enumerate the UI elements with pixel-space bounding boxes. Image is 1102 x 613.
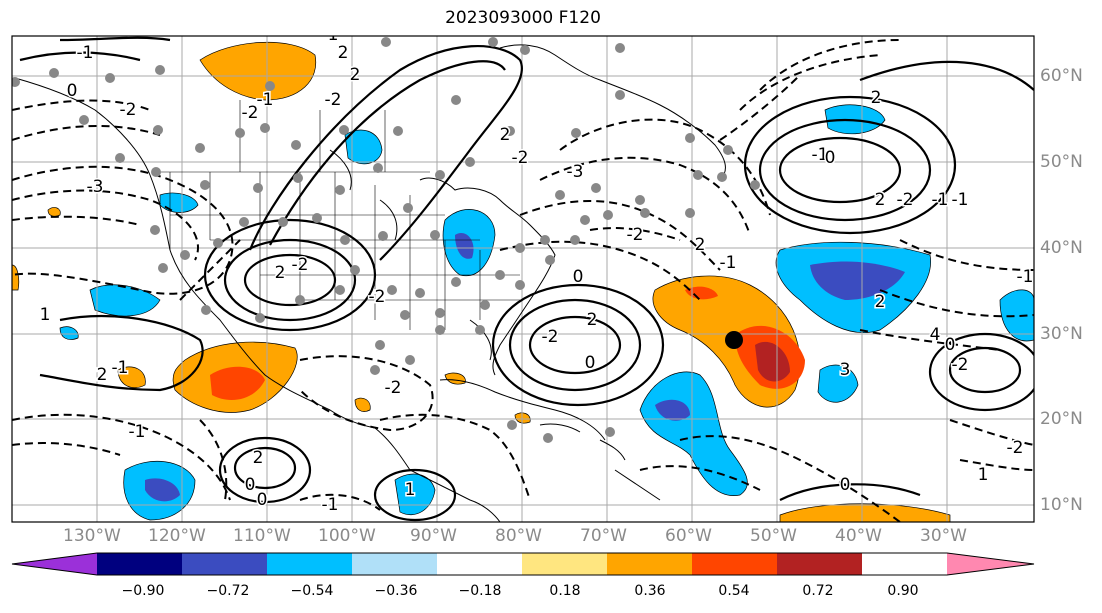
contour-label: 0 (585, 353, 596, 373)
colorbar-cell (352, 553, 437, 575)
colorbar-cell (437, 553, 522, 575)
colorbar-tick-label: 0.90 (887, 583, 919, 599)
contour-label: -2 (120, 100, 137, 120)
lon-label-50w: 50°W (750, 526, 797, 546)
colorbar-tick-label: −0.72 (206, 583, 250, 599)
contour-label: 2 (97, 365, 108, 385)
contour-label: 1 (40, 305, 51, 325)
contour-label: -1 (720, 253, 737, 273)
contour-label: -1 (129, 422, 146, 442)
chart-title: 2023093000 F120 (445, 8, 601, 28)
contours-positive (19, 36, 1034, 522)
colorbar-tick-label: 0.18 (549, 583, 581, 599)
lon-label-60w: 60°W (665, 526, 712, 546)
contour-label: -1 (1017, 267, 1034, 287)
lat-label-60n: 60°N (1040, 66, 1083, 86)
colorbar-tick-label: 0.72 (802, 583, 834, 599)
lat-label-40n: 40°N (1040, 238, 1083, 258)
contour-label: -2 (952, 355, 969, 375)
contour-label: -2 (897, 190, 914, 210)
map-frame (11, 35, 1035, 523)
contour-labels: -10-2-3-222-20-1-32-2-120-2-2-12-202-102… (38, 18, 1034, 517)
contour-label: 2 (253, 448, 264, 468)
lon-label-80w: 80°W (495, 526, 542, 546)
lon-label-40w: 40°W (835, 526, 882, 546)
colorbar-tick-label: −0.36 (374, 583, 418, 599)
contour-label: 2 (875, 190, 886, 210)
colorbar-cell (267, 553, 352, 575)
contour-label: 4 (930, 325, 941, 345)
contour-label: -2 (627, 225, 644, 245)
contour-label: -2 (369, 287, 386, 307)
contour-label: -1 (952, 190, 969, 210)
contour-label: -3 (567, 162, 584, 182)
colorbar-cell (522, 553, 607, 575)
contour-label: -2 (542, 327, 559, 347)
lat-label-10n: 10°N (1040, 495, 1083, 515)
colorbar-cell (97, 553, 182, 575)
contour-label: -2 (385, 378, 402, 398)
contour-label: -2 (292, 255, 309, 275)
contour-label: 0 (113, 18, 124, 38)
lon-label-100w: 100°W (318, 526, 376, 546)
colorbar-tick-label: 0.54 (718, 583, 750, 599)
contour-label: -2 (325, 90, 342, 110)
lat-label-30n: 30°N (1040, 324, 1083, 344)
contour-label: 1 (405, 480, 416, 500)
colorbar-extend-right (947, 553, 1034, 575)
contour-label: 1 (978, 465, 989, 485)
contour-label: -2 (1007, 438, 1024, 458)
colorbar (11, 552, 1035, 576)
contour-label: -2 (512, 148, 529, 168)
contour-label: -1 (322, 495, 339, 515)
contour-label: 0 (67, 81, 78, 101)
contour-label: 0 (245, 475, 256, 495)
contour-label: 0 (840, 475, 851, 495)
contour-label: 3 (840, 360, 851, 380)
coastlines (14, 44, 726, 522)
lat-label-50n: 50°N (1040, 152, 1083, 172)
contour-label: -1 (322, 25, 339, 45)
colorbar-cell (777, 553, 862, 575)
contour-label: 2 (695, 235, 706, 255)
contour-label: -1 (77, 43, 94, 63)
storm-center-marker (725, 331, 743, 349)
contour-label: 2 (587, 310, 598, 330)
contour-label: -1 (112, 358, 129, 378)
contour-label: -1 (932, 190, 949, 210)
lat-label-20n: 20°N (1040, 409, 1083, 429)
contour-label: 2 (275, 263, 286, 283)
contour-label: 0 (573, 267, 584, 287)
colorbar-tick-label: −0.18 (458, 583, 502, 599)
lon-label-120w: 120°W (148, 526, 206, 546)
colorbar-cell (607, 553, 692, 575)
contour-label: 0 (257, 490, 268, 510)
lon-label-30w: 30°W (920, 526, 967, 546)
contour-label: 2 (338, 43, 349, 63)
lon-label-70w: 70°W (580, 526, 627, 546)
contour-label: 0 (825, 148, 836, 168)
contour-label: -1 (257, 90, 274, 110)
colorbar-tick-label: −0.90 (121, 583, 165, 599)
contour-label: 2 (350, 65, 361, 85)
colorbar-cell (182, 553, 267, 575)
contour-label: 2 (871, 88, 882, 108)
colorbar-cell (692, 553, 777, 575)
contour-label: -2 (242, 103, 259, 123)
lon-label-90w: 90°W (410, 526, 457, 546)
contour-label: -1 (812, 145, 829, 165)
contour-label: 0 (945, 335, 956, 355)
colorbar-tick-label: −0.54 (290, 583, 334, 599)
observation-points (12, 37, 760, 443)
contour-label: 2 (875, 292, 886, 312)
colorbar-tick-label: 0.36 (634, 583, 666, 599)
lon-label-110w: 110°W (233, 526, 291, 546)
contour-label: -3 (87, 177, 104, 197)
colorbar-extend-left (12, 553, 97, 575)
lon-label-130w: 130°W (63, 526, 121, 546)
contour-label: 2 (500, 125, 511, 145)
